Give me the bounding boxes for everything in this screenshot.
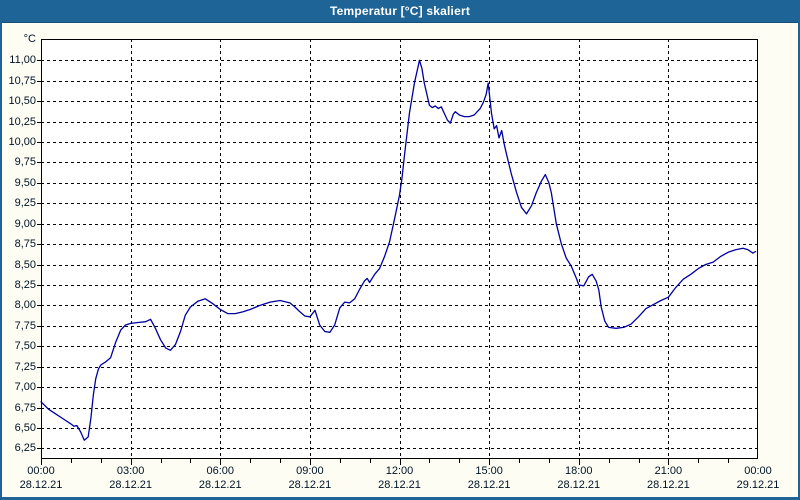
temperature-series-line [40,59,757,441]
y-axis-tick-label: 8,75 [14,238,36,251]
x-axis-time-label: 00:00 [27,465,55,477]
x-axis-time-label: 21:00 [654,465,683,477]
y-axis-tick-label: 10,25 [8,115,36,128]
x-axis-date-label: 28.12.21 [557,479,601,491]
x-axis-time-label: 09:00 [296,465,324,477]
x-axis-date-label: 28.12.21 [19,479,63,491]
y-axis-tick-label: 7,25 [14,360,36,373]
y-axis-tick-label: 8,25 [14,278,36,291]
x-axis-time-label: 03:00 [116,465,145,477]
x-axis-time-label: 00:00 [744,465,772,477]
window-title: Temperatur [°C] skaliert [329,4,471,18]
y-axis-tick-label: 7,75 [14,319,36,332]
x-axis-date-label: 28.12.21 [646,479,690,491]
y-axis-tick-label: 10,00 [8,135,36,148]
x-axis-date-label: 29.12.21 [736,479,780,491]
x-axis-time-label: 12:00 [385,465,414,477]
x-axis-date-label: 28.12.21 [198,479,242,491]
x-axis-date-label: 28.12.21 [378,479,421,491]
y-axis-unit-label: °C [23,33,36,45]
y-axis-tick-label: 8,50 [14,258,36,271]
x-axis-time-label: 06:00 [206,465,235,477]
y-axis-tick-label: 10,50 [8,95,36,108]
y-axis-tick-label: 8,00 [14,299,36,312]
y-axis-tick-label: 6,25 [14,442,36,455]
x-axis-time-label: 18:00 [564,465,593,477]
x-axis-date-label: 28.12.21 [467,479,511,491]
y-axis-tick-label: 10,75 [8,74,36,87]
plot-border [41,39,758,459]
y-axis-tick-label: 7,00 [14,381,36,394]
plot-area [41,39,758,459]
y-axis-tick-label: 6,75 [14,401,36,414]
x-axis-date-label: 28.12.21 [288,479,332,491]
y-axis-tick-label: 6,50 [14,421,36,434]
y-axis-tick-label: 9,75 [14,156,36,169]
window-titlebar[interactable]: Temperatur [°C] skaliert [0,0,800,23]
temperature-line-chart [37,39,758,465]
y-axis-tick-label: 7,50 [14,340,36,353]
y-axis-tick-label: 9,00 [14,217,36,230]
x-axis-time-label: 15:00 [475,465,503,477]
x-axis-date-label: 28.12.21 [109,479,153,491]
y-axis-tick-label: 11,00 [9,54,36,67]
y-axis-tick-label: 9,25 [14,197,36,210]
y-axis-tick-label: 9,50 [14,176,36,189]
